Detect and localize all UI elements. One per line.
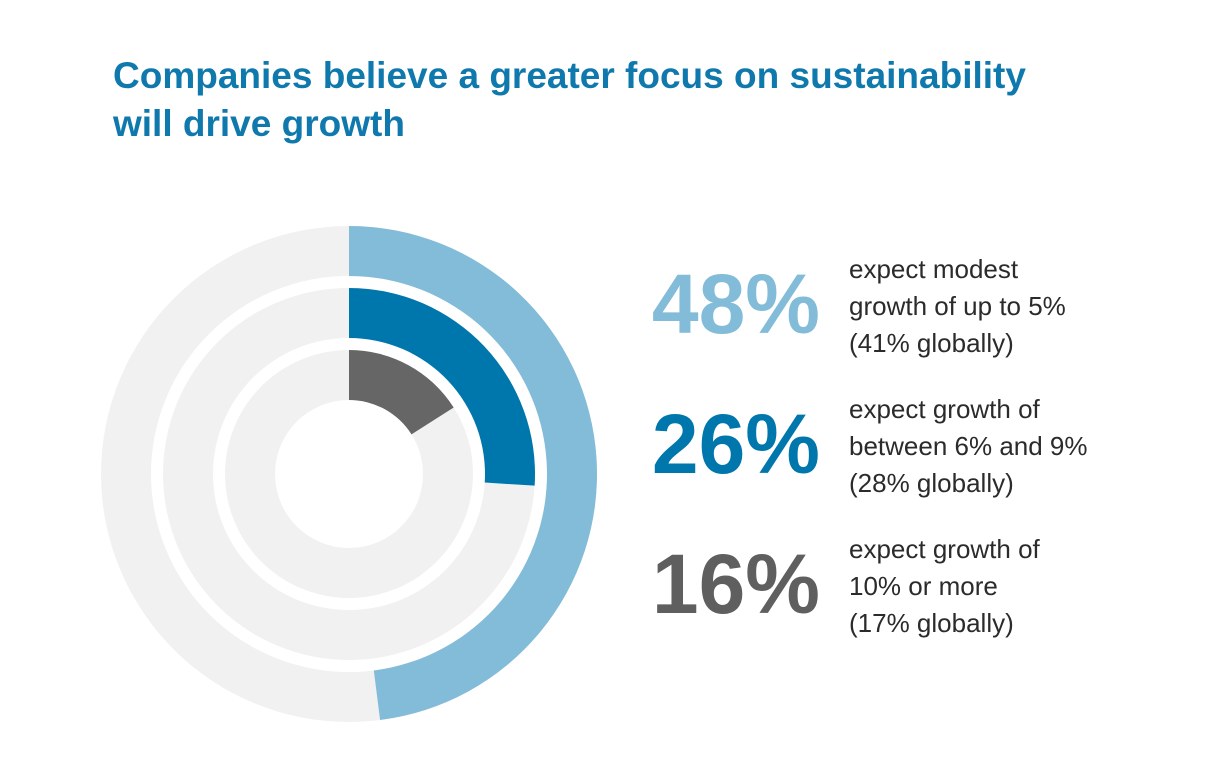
- ring-bars: [349, 226, 597, 721]
- stat-value-16: 16%: [651, 537, 820, 631]
- stat-desc-line: expect modest: [849, 254, 1019, 284]
- stat-desc-line: expect growth of: [849, 534, 1040, 564]
- stat-desc-line: between 6% and 9%: [849, 431, 1088, 461]
- title-line-1: Companies believe a greater focus on sus…: [113, 55, 1026, 96]
- stat-desc-line: growth of up to 5%: [849, 291, 1066, 321]
- stat-desc-line: (28% globally): [849, 468, 1014, 498]
- stat-desc-line: (41% globally): [849, 328, 1014, 358]
- stat-desc-line: 10% or more: [849, 571, 998, 601]
- ring-bar-inner: [349, 350, 454, 435]
- stat-value-48: 48%: [651, 257, 820, 351]
- stat-description: expect growth of 10% or more (17% global…: [849, 531, 1149, 642]
- ring-bar-middle: [349, 288, 536, 486]
- stat-mid-growth: 26% expect growth of between 6% and 9% (…: [628, 394, 1148, 518]
- title-line-2: will drive growth: [113, 103, 405, 144]
- stat-modest-growth: 48% expect modest growth of up to 5% (41…: [628, 254, 1148, 378]
- stat-desc-line: (17% globally): [849, 608, 1014, 638]
- stat-high-growth: 16% expect growth of 10% or more (17% gl…: [628, 534, 1148, 658]
- chart-title: Companies believe a greater focus on sus…: [113, 52, 1173, 148]
- stat-value-26: 26%: [651, 397, 820, 491]
- stat-description: expect growth of between 6% and 9% (28% …: [849, 391, 1149, 502]
- stat-desc-line: expect growth of: [849, 394, 1040, 424]
- ring-bar-outer: [349, 226, 597, 721]
- stat-description: expect modest growth of up to 5% (41% gl…: [849, 251, 1149, 362]
